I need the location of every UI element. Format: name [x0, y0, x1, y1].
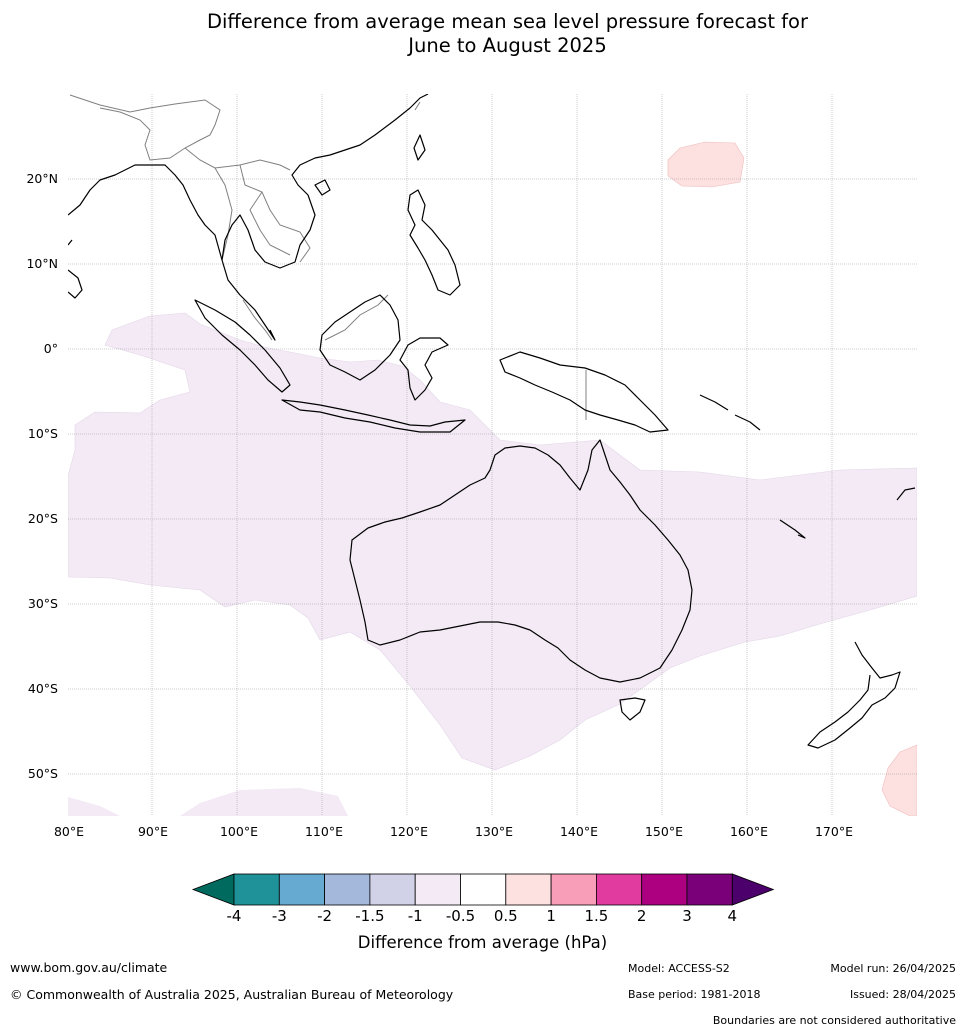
country-borders	[69, 94, 587, 420]
positive-anomaly-region-south	[881, 744, 917, 816]
lat-label: 50°S	[28, 766, 58, 781]
lon-label: 160°E	[730, 824, 768, 839]
disclaimer-text: Boundaries are not considered authoritat…	[712, 1014, 956, 1027]
copyright-text: © Commonwealth of Australia 2025, Austra…	[10, 987, 454, 1002]
colorbar-swatch	[324, 873, 371, 906]
lat-label: 10°S	[28, 426, 58, 441]
colorbar-swatch	[550, 873, 597, 906]
lat-label: 10°N	[26, 256, 58, 271]
lat-label: 40°S	[28, 681, 58, 696]
colorbar-tick-label: 0.5	[494, 907, 518, 925]
website-link[interactable]: www.bom.gov.au/climate	[10, 960, 168, 975]
colorbar-title: Difference from average (hPa)	[357, 933, 608, 952]
lon-label: 110°E	[305, 824, 343, 839]
colorbar-swatch	[641, 873, 688, 906]
colorbar-swatch	[278, 873, 325, 906]
colorbar-tick-label: -4	[227, 907, 242, 925]
negative-anomaly-region	[68, 312, 917, 771]
colorbar-tick-label: 2	[637, 907, 647, 925]
colorbar-tick-label: 3	[682, 907, 692, 925]
colorbar-swatch	[460, 873, 507, 906]
colorbar-tick-label: 4	[728, 907, 738, 925]
lon-label: 120°E	[390, 824, 428, 839]
lon-label: 170°E	[815, 824, 853, 839]
colorbar-swatch	[369, 873, 416, 906]
colorbar-tick-label: -3	[272, 907, 287, 925]
lon-label: 90°E	[138, 824, 168, 839]
lon-label: 150°E	[645, 824, 683, 839]
colorbar-arrow-low	[191, 873, 235, 906]
base-period-text: Base period: 1981-2018	[628, 988, 761, 1001]
colorbar-tick-label: -1	[408, 907, 423, 925]
chart-title: Difference from average mean sea level p…	[0, 10, 965, 58]
colorbar-tick-label: 1.5	[584, 907, 608, 925]
longitude-labels: 80°E 90°E 100°E 110°E 120°E 130°E 140°E …	[54, 824, 853, 839]
lat-label: 0°	[44, 341, 58, 356]
positive-anomaly-region-north	[667, 141, 745, 188]
colorbar-tick-label: -2	[317, 907, 332, 925]
title-line-1: Difference from average mean sea level p…	[207, 10, 808, 33]
latitude-labels: 20°N 10°N 0° 10°S 20°S 30°S 40°S 50°S	[26, 171, 58, 781]
gridlines	[68, 94, 917, 816]
lon-label: 100°E	[220, 824, 258, 839]
colorbar-swatch	[414, 873, 461, 906]
lon-label: 140°E	[560, 824, 598, 839]
negative-anomaly-region-south	[68, 797, 120, 816]
colorbar: -4 -3 -2 -1.5 -1 -0.5 0.5 1 1.5 2 3 4	[191, 873, 775, 925]
model-text: Model: ACCESS-S2	[628, 962, 730, 975]
lat-label: 20°S	[28, 511, 58, 526]
model-run-text: Model run: 26/04/2025	[830, 962, 956, 975]
colorbar-tick-label: -0.5	[446, 907, 475, 925]
title-line-2: June to August 2025	[408, 34, 607, 57]
issued-text: Issued: 28/04/2025	[849, 988, 956, 1001]
colorbar-swatch	[596, 873, 643, 906]
lat-label: 30°S	[28, 596, 58, 611]
lon-label: 130°E	[475, 824, 513, 839]
negative-anomaly-region-south-2	[180, 788, 348, 816]
australia-coast	[349, 439, 693, 683]
colorbar-swatch	[233, 873, 280, 906]
new-zealand-coast	[807, 641, 901, 749]
coastlines	[68, 94, 916, 749]
lat-label: 20°N	[26, 171, 58, 186]
colorbar-tick-label: -1.5	[355, 907, 384, 925]
colorbar-swatch	[686, 873, 733, 906]
colorbar-arrow-high	[731, 873, 775, 906]
lon-label: 80°E	[54, 824, 84, 839]
colorbar-swatch	[505, 873, 552, 906]
colorbar-tick-label: 1	[546, 907, 556, 925]
